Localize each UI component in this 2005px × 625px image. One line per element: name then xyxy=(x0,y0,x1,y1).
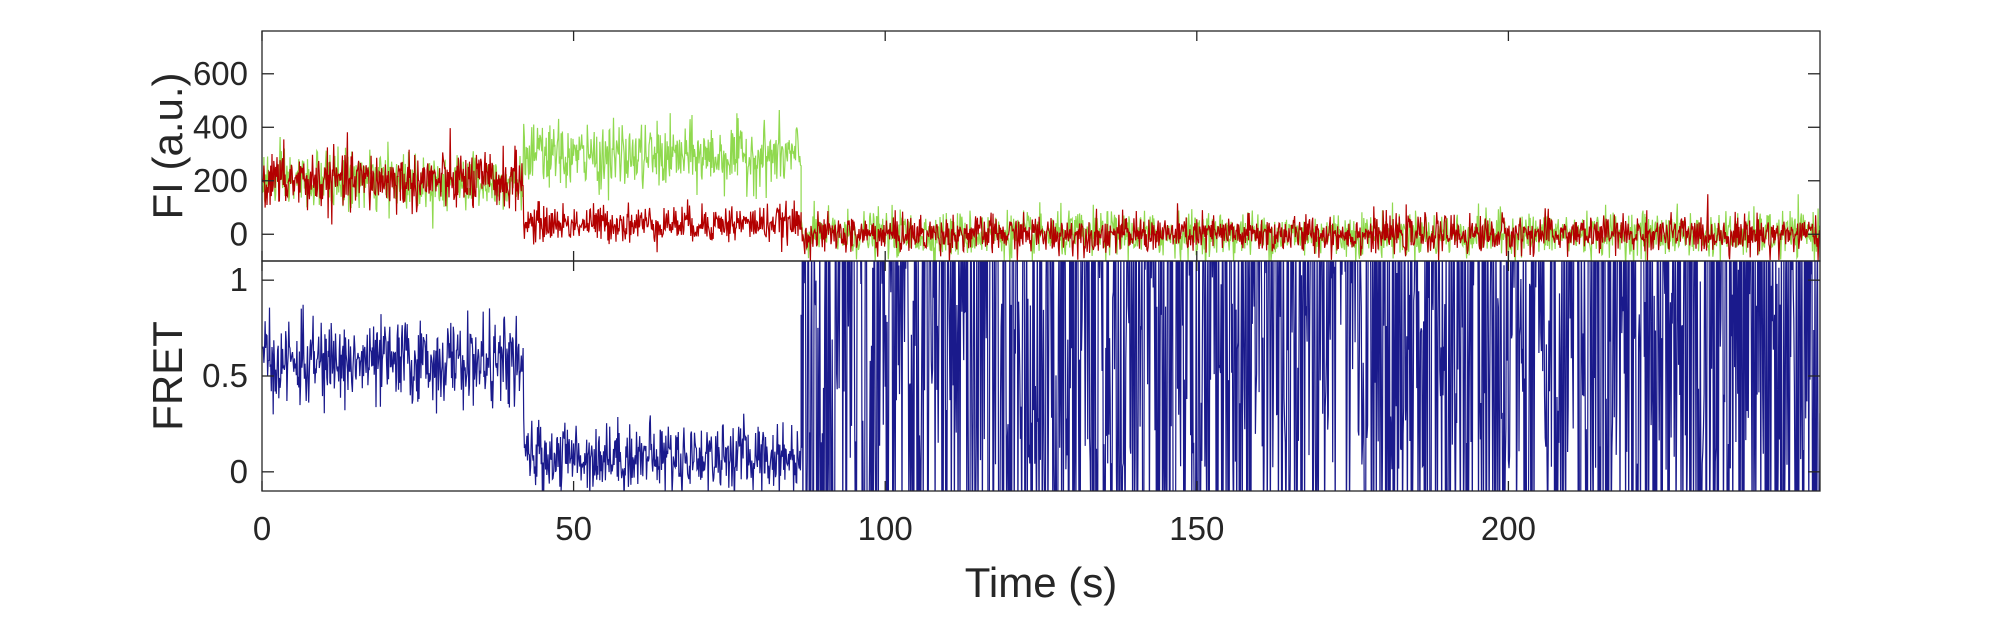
time-x-axis-title: Time (s) xyxy=(965,559,1117,606)
time-xtick-label: 100 xyxy=(858,510,913,547)
fluorescence-ytick-label: 0 xyxy=(230,215,248,252)
fluorescence-ticks: 0 200 400 600 xyxy=(193,31,1820,261)
fret-y-axis-title: FRET xyxy=(144,321,191,431)
time-xtick-label: 150 xyxy=(1169,510,1224,547)
time-xtick-label: 0 xyxy=(253,510,271,547)
fluorescence-panel: 0 200 400 600 FI (a.u.) xyxy=(144,30,1821,262)
fret-panel: 0 0.5 1 0 50 100 150 200 FRET Time (s) xyxy=(144,260,1821,606)
fluorescence-ytick-label: 600 xyxy=(193,55,248,92)
fluorescence-series-group xyxy=(262,109,1820,261)
fluorescence-y-axis-title: FI (a.u.) xyxy=(144,72,191,219)
fluorescence-ytick-label: 200 xyxy=(193,162,248,199)
fret-ytick-label: 0 xyxy=(230,453,248,490)
time-xtick-label: 50 xyxy=(555,510,592,547)
fret-ytick-label: 1 xyxy=(230,261,248,298)
fret-ytick-label: 0.5 xyxy=(202,357,248,394)
fret-series-group xyxy=(262,261,1820,491)
fluorescence-ytick-label: 400 xyxy=(193,108,248,145)
fret-series-0-line xyxy=(262,261,1820,491)
fret-ticks: 0 0.5 1 0 50 100 150 200 xyxy=(202,261,1820,547)
fluorescence-series-1-line xyxy=(262,128,1820,261)
time-xtick-label: 200 xyxy=(1481,510,1536,547)
